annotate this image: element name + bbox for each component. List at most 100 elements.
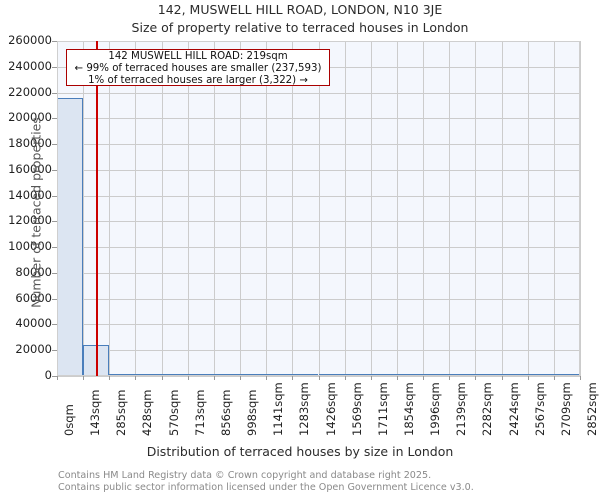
gridline-vertical	[344, 41, 346, 376]
gridline-vertical	[109, 41, 111, 376]
gridline-vertical	[449, 41, 451, 376]
y-axis-tick-label: 40000	[15, 316, 52, 331]
x-axis-tick-mark	[449, 376, 450, 380]
gridline-horizontal	[57, 144, 580, 145]
gridline-horizontal	[57, 170, 580, 171]
gridline-vertical	[475, 41, 477, 376]
histogram-bar	[553, 374, 580, 377]
x-axis-tick-mark	[214, 376, 215, 380]
gridline-vertical	[527, 41, 529, 376]
gridline-horizontal	[57, 118, 580, 119]
x-axis-tick-mark	[345, 376, 346, 380]
y-axis-tick-mark	[52, 350, 57, 351]
x-axis-tick-label: 2709sqm	[558, 382, 573, 436]
y-axis-tick-mark	[52, 299, 57, 300]
y-axis-tick-mark	[52, 376, 57, 377]
histogram-bar	[344, 374, 371, 377]
x-axis-tick-label: 1569sqm	[349, 382, 364, 436]
x-axis-tick-mark	[423, 376, 424, 380]
x-axis-tick-mark	[266, 376, 267, 380]
histogram-bar	[423, 374, 450, 377]
y-axis-tick-label: 220000	[8, 84, 52, 99]
gridline-vertical	[292, 41, 294, 376]
gridline-horizontal	[57, 273, 580, 274]
histogram-bar	[318, 374, 345, 377]
y-axis-title: Number of terraced properties	[28, 117, 44, 308]
y-axis-tick-label: 80000	[15, 264, 52, 279]
x-axis-tick-mark	[240, 376, 241, 380]
x-axis-tick-label: 2567sqm	[532, 382, 547, 436]
y-axis-tick-mark	[52, 41, 57, 42]
annotation-line-3: 1% of terraced houses are larger (3,322)…	[88, 74, 308, 86]
y-axis-tick-mark	[52, 324, 57, 325]
gridline-vertical	[580, 41, 581, 376]
page-subtitle: Size of property relative to terraced ho…	[131, 20, 469, 35]
x-axis-tick-mark	[319, 376, 320, 380]
x-axis-tick-mark	[580, 376, 581, 380]
x-axis-tick-label: 1854sqm	[401, 382, 416, 436]
gridline-horizontal	[57, 221, 580, 222]
x-axis-tick-mark	[162, 376, 163, 380]
gridline-vertical	[135, 41, 137, 376]
x-axis-tick-mark	[475, 376, 476, 380]
y-axis-tick-label: 160000	[8, 161, 52, 176]
gridline-vertical	[187, 41, 189, 376]
x-axis-tick-label: 1996sqm	[428, 382, 443, 436]
y-axis-tick-label: 100000	[8, 239, 52, 254]
x-axis-tick-mark	[528, 376, 529, 380]
gridline-vertical	[553, 41, 555, 376]
x-axis-tick-label: 2424sqm	[506, 382, 521, 436]
x-axis-tick-mark	[57, 376, 58, 380]
x-axis-tick-mark	[554, 376, 555, 380]
histogram-bar	[449, 374, 476, 377]
x-axis-tick-label: 428sqm	[140, 389, 155, 436]
x-axis-tick-mark	[83, 376, 84, 380]
histogram-bar	[370, 374, 397, 377]
x-axis-tick-label: 1141sqm	[271, 382, 286, 436]
property-marker-line	[96, 41, 99, 376]
attribution-line-1: Contains HM Land Registry data © Crown c…	[58, 470, 432, 481]
y-axis-tick-label: 60000	[15, 290, 52, 305]
y-axis-tick-mark	[52, 118, 57, 119]
y-axis-tick-label: 140000	[8, 187, 52, 202]
x-axis-tick-label: 1283sqm	[297, 382, 312, 436]
y-axis-tick-mark	[52, 93, 57, 94]
annotation-line-1: 142 MUSWELL HILL ROAD: 219sqm	[108, 50, 288, 62]
annotation-line-2: ← 99% of terraced houses are smaller (23…	[74, 62, 322, 74]
x-axis-tick-mark	[109, 376, 110, 380]
gridline-vertical	[396, 41, 398, 376]
gridline-vertical	[318, 41, 320, 376]
y-axis-tick-mark	[52, 247, 57, 248]
gridline-horizontal	[57, 93, 580, 94]
x-axis-tick-label: 0sqm	[62, 404, 76, 436]
x-axis-tick-label: 856sqm	[218, 389, 233, 436]
x-axis-tick-label: 570sqm	[166, 389, 181, 436]
histogram-bar	[135, 374, 162, 377]
x-axis-tick-label: 2282sqm	[480, 382, 495, 436]
histogram-bar	[527, 374, 554, 377]
gridline-horizontal	[57, 324, 580, 325]
x-axis-tick-label: 998sqm	[245, 389, 259, 436]
y-axis-tick-label: 120000	[8, 213, 52, 228]
x-axis-tick-mark	[371, 376, 372, 380]
y-axis-tick-label: 0	[44, 368, 52, 382]
gridline-vertical	[240, 41, 241, 376]
attribution-footer: Contains HM Land Registry data © Crown c…	[58, 470, 588, 493]
gridline-horizontal	[57, 376, 580, 377]
x-axis-title: Distribution of terraced houses by size …	[146, 444, 454, 459]
x-axis-tick-label: 1711sqm	[375, 382, 390, 436]
y-axis-tick-mark	[52, 273, 57, 274]
x-axis-tick-label: 2139sqm	[454, 382, 469, 436]
y-axis-tick-mark	[52, 196, 57, 197]
gridline-horizontal	[57, 41, 580, 42]
x-axis-tick-label: 713sqm	[192, 389, 207, 436]
y-axis-tick-label: 260000	[8, 33, 52, 47]
x-axis-tick-label: 2852sqm	[585, 382, 599, 436]
gridline-horizontal	[57, 299, 580, 300]
x-axis-tick-label: 285sqm	[114, 389, 129, 436]
histogram-bar	[161, 374, 188, 377]
y-axis-tick-mark	[52, 221, 57, 222]
histogram-bar	[501, 374, 528, 377]
gridline-vertical	[213, 41, 215, 376]
gridline-vertical	[501, 41, 503, 376]
